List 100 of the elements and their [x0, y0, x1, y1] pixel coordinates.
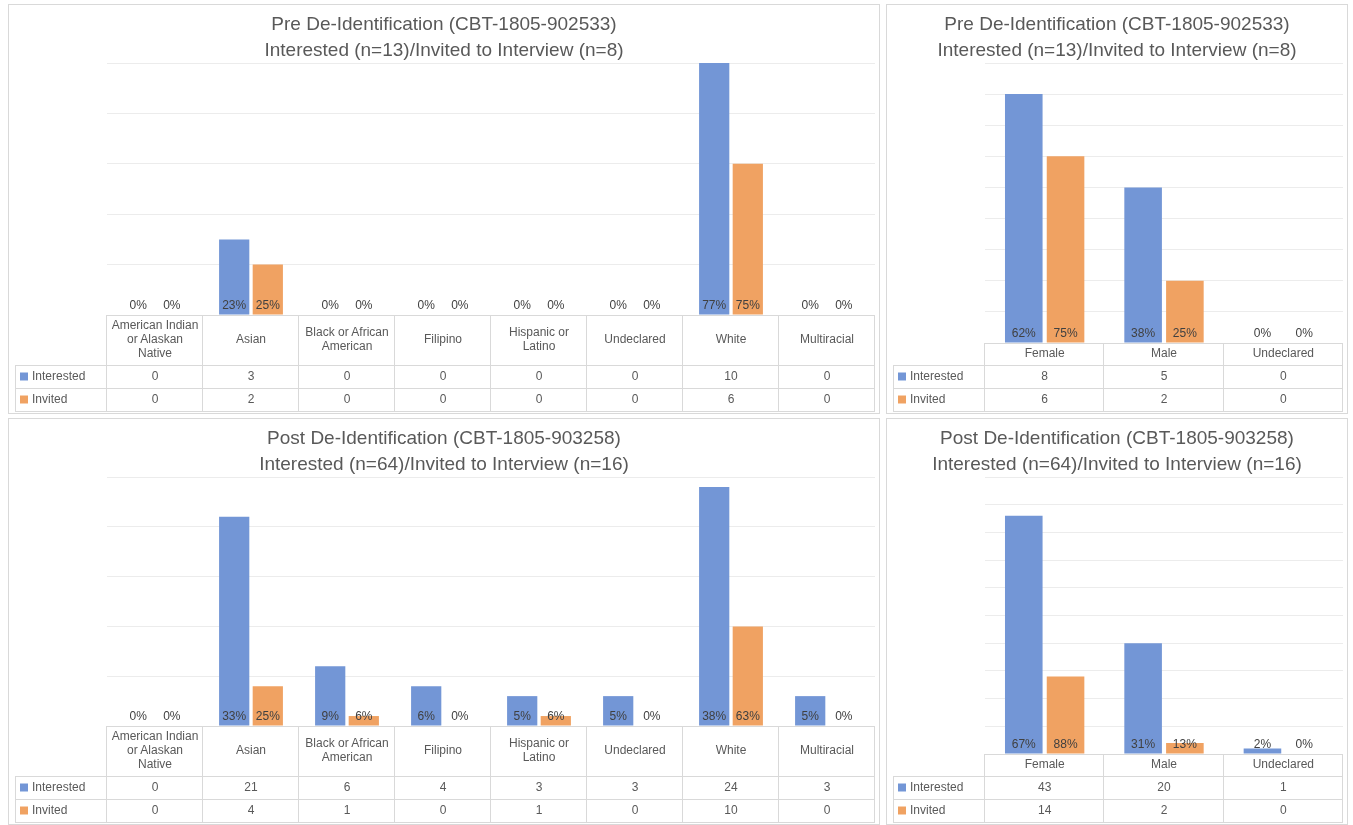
annotation: 9%	[321, 709, 340, 724]
annotation: 0%	[451, 709, 469, 724]
annotation: 0%	[801, 298, 820, 313]
x-tick-label: Undeclared	[1252, 346, 1315, 361]
data-label: 0	[439, 802, 447, 817]
bar	[1004, 94, 1043, 343]
data-label: 0	[823, 802, 831, 817]
data-label: 0	[823, 391, 831, 406]
x-tick-label: Asian	[235, 743, 267, 758]
annotation: 25%	[255, 298, 281, 313]
data-label: 3	[247, 368, 255, 383]
legend-label: Interested	[32, 368, 86, 383]
annotation: 38%	[1131, 326, 1156, 341]
x-tick-label: Multiracial	[799, 332, 855, 347]
data-label: 6	[727, 391, 735, 406]
annotation: 75%	[1053, 326, 1078, 341]
data-label: 0	[439, 368, 447, 383]
bar	[1046, 676, 1085, 754]
annotation: 0%	[643, 298, 661, 313]
bar	[699, 486, 730, 726]
bar	[732, 163, 763, 315]
bar	[603, 696, 634, 726]
chart-title: Pre De-Identification (CBT-1805-902533)	[270, 12, 618, 36]
annotation: 0%	[835, 298, 853, 313]
annotation: 75%	[735, 298, 761, 313]
bar	[219, 239, 250, 315]
x-tick-label: White	[715, 743, 747, 758]
annotation: 0%	[163, 709, 181, 724]
annotation: 0%	[513, 298, 532, 313]
data-label: 3	[823, 779, 831, 794]
x-tick-label: Black or African American	[305, 325, 389, 354]
x-tick-label: Multiracial	[799, 743, 855, 758]
x-tick-label: American Indian or Alaskan Native	[111, 318, 199, 361]
bar	[1004, 515, 1043, 754]
annotation: 0%	[609, 298, 628, 313]
legend-label: Invited	[32, 391, 68, 406]
data-label: 0	[343, 391, 351, 406]
data-label: 4	[439, 779, 447, 794]
bar	[1124, 643, 1162, 754]
annotation: 0%	[1253, 326, 1272, 341]
data-label: 2	[1160, 802, 1168, 817]
data-label: 0	[1279, 368, 1287, 383]
legend-label: Interested	[32, 779, 86, 794]
bar	[219, 516, 250, 726]
chart-title: Post De-Identification (CBT-1805-903258)	[266, 426, 622, 450]
data-label: 3	[631, 779, 639, 794]
annotation: 23%	[222, 298, 247, 313]
legend-label: Invited	[910, 802, 946, 817]
chart-subtitle: Interested (n=13)/Invited to Interview (n=8)	[263, 38, 625, 62]
legend-label: Invited	[910, 391, 946, 406]
chart-subtitle: Interested (n=13)/Invited to Interview (n=8)	[936, 38, 1298, 62]
annotation: 67%	[1011, 737, 1037, 752]
legend-label: Interested	[910, 368, 964, 383]
bar	[699, 63, 730, 315]
data-label: 5	[1160, 368, 1168, 383]
data-label: 24	[724, 779, 738, 794]
annotation: 0%	[417, 298, 436, 313]
data-label: 1	[535, 802, 543, 817]
bar	[1166, 280, 1204, 343]
annotation: 0%	[355, 298, 373, 313]
bar	[1046, 156, 1085, 343]
data-label: 2	[247, 391, 255, 406]
x-tick-label: Black or African American	[305, 736, 389, 765]
annotation: 0%	[835, 709, 853, 724]
data-label: 10	[724, 368, 738, 383]
annotation: 0%	[547, 298, 565, 313]
annotation: 6%	[417, 709, 436, 724]
annotation: 33%	[222, 709, 247, 724]
annotation: 0%	[1295, 737, 1314, 752]
annotation: 31%	[1131, 737, 1156, 752]
data-label: 0	[151, 802, 159, 817]
data-label: 0	[1279, 391, 1287, 406]
annotation: 62%	[1011, 326, 1037, 341]
data-label: 21	[244, 779, 258, 794]
chart-title: Pre De-Identification (CBT-1805-902533)	[943, 12, 1291, 36]
x-tick-label: American Indian or Alaskan Native	[111, 729, 199, 772]
data-label: 0	[439, 391, 447, 406]
annotation: 0%	[163, 298, 181, 313]
data-label: 14	[1037, 802, 1052, 817]
bar	[411, 686, 442, 726]
x-tick-label: Female	[1024, 346, 1065, 361]
annotation: 5%	[609, 709, 628, 724]
x-tick-label: Asian	[235, 332, 267, 347]
data-label: 0	[151, 368, 159, 383]
data-label: 0	[535, 391, 543, 406]
legend-label: Interested	[910, 779, 964, 794]
data-label: 6	[1041, 391, 1049, 406]
x-tick-label: Male	[1150, 346, 1178, 361]
annotation: 0%	[451, 298, 469, 313]
data-label: 0	[823, 368, 831, 383]
x-tick-label: Undeclared	[1252, 757, 1315, 772]
legend-label: Invited	[32, 802, 68, 817]
x-tick-label: Undeclared	[604, 332, 666, 347]
x-tick-label: White	[715, 332, 747, 347]
x-tick-label: Hispanic or Latino	[508, 325, 570, 354]
annotation: 0%	[643, 709, 661, 724]
data-label: 1	[1279, 779, 1287, 794]
annotation: 38%	[702, 709, 727, 724]
annotation: 25%	[255, 709, 281, 724]
data-label: 0	[151, 391, 159, 406]
